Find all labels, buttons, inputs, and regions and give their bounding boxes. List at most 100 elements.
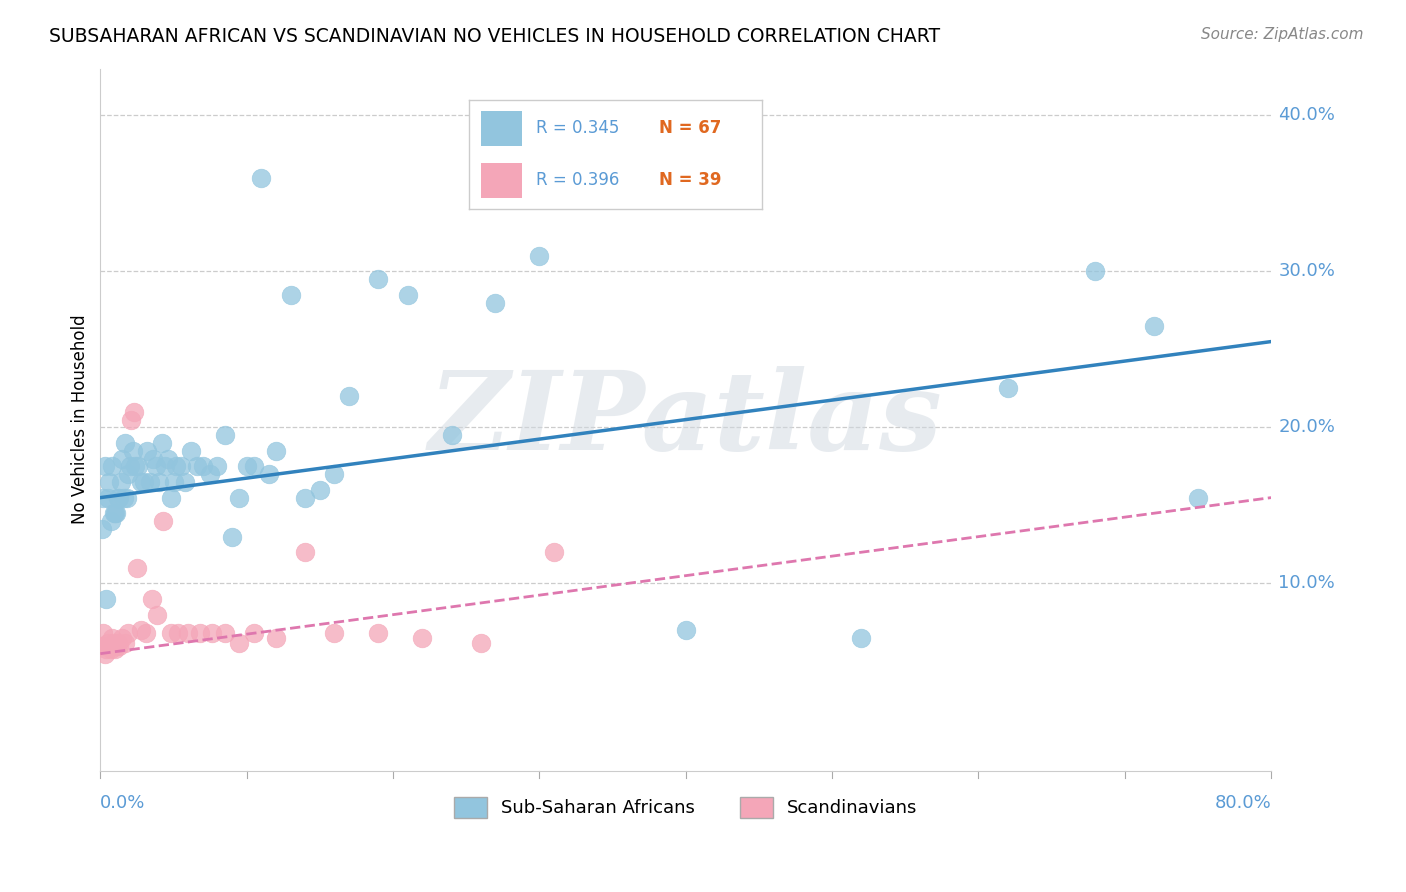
Point: [294, 491, 316, 505]
Point: [148, 475, 170, 489]
Text: 80.0%: 80.0%: [1215, 794, 1271, 812]
Point: [111, 451, 134, 466]
Point: [96, 642, 118, 657]
Point: [115, 491, 138, 505]
Point: [214, 626, 236, 640]
Point: [257, 467, 280, 482]
Point: [1084, 264, 1107, 278]
Point: [100, 642, 122, 657]
Point: [997, 381, 1019, 395]
Point: [675, 624, 697, 638]
Point: [114, 636, 136, 650]
Point: [529, 249, 551, 263]
Point: [131, 624, 153, 638]
Point: [167, 626, 190, 640]
Point: [440, 428, 463, 442]
Point: [103, 506, 125, 520]
Point: [484, 295, 506, 310]
Text: 30.0%: 30.0%: [1278, 262, 1336, 280]
Point: [411, 631, 433, 645]
Point: [323, 467, 346, 482]
Point: [243, 626, 266, 640]
Point: [177, 626, 200, 640]
Point: [136, 443, 159, 458]
Point: [159, 626, 181, 640]
Point: [127, 459, 149, 474]
Point: [150, 436, 173, 450]
Point: [235, 459, 257, 474]
Point: [107, 636, 129, 650]
Point: [101, 631, 124, 645]
Point: [1187, 491, 1209, 505]
Point: [221, 530, 243, 544]
Text: SUBSAHARAN AFRICAN VS SCANDINAVIAN NO VEHICLES IN HOUSEHOLD CORRELATION CHART: SUBSAHARAN AFRICAN VS SCANDINAVIAN NO VE…: [49, 27, 941, 45]
Point: [90, 522, 112, 536]
Point: [156, 451, 179, 466]
Point: [114, 436, 136, 450]
Point: [264, 631, 287, 645]
Point: [188, 626, 211, 640]
Point: [174, 475, 197, 489]
Point: [146, 607, 169, 622]
Point: [264, 443, 287, 458]
Point: [112, 491, 135, 505]
Legend: Sub-Saharan Africans, Scandinavians: Sub-Saharan Africans, Scandinavians: [447, 789, 925, 825]
Point: [101, 459, 124, 474]
Text: 40.0%: 40.0%: [1278, 106, 1336, 124]
Point: [93, 459, 115, 474]
Point: [104, 642, 127, 657]
Point: [214, 428, 236, 442]
Y-axis label: No Vehicles in Household: No Vehicles in Household: [72, 315, 89, 524]
Point: [107, 491, 129, 505]
Point: [91, 491, 114, 505]
Point: [851, 631, 873, 645]
Point: [103, 636, 125, 650]
Point: [159, 491, 181, 505]
Point: [120, 412, 142, 426]
Point: [117, 626, 139, 640]
Point: [97, 636, 120, 650]
Text: 10.0%: 10.0%: [1278, 574, 1336, 592]
Point: [117, 467, 139, 482]
Text: Source: ZipAtlas.com: Source: ZipAtlas.com: [1201, 27, 1364, 42]
Point: [228, 491, 250, 505]
Text: 20.0%: 20.0%: [1278, 418, 1336, 436]
Point: [470, 636, 492, 650]
Point: [280, 287, 302, 301]
Point: [250, 170, 273, 185]
Point: [100, 514, 122, 528]
Point: [170, 459, 193, 474]
Point: [108, 491, 131, 505]
Point: [207, 459, 229, 474]
Point: [367, 626, 389, 640]
Point: [243, 459, 266, 474]
Text: ZIPatlas: ZIPatlas: [429, 366, 942, 474]
Text: 0.0%: 0.0%: [100, 794, 146, 812]
Point: [145, 459, 167, 474]
Point: [186, 459, 208, 474]
Point: [135, 626, 157, 640]
Point: [98, 475, 121, 489]
Point: [139, 475, 162, 489]
Point: [396, 287, 419, 301]
Point: [308, 483, 330, 497]
Point: [108, 639, 131, 653]
Point: [142, 451, 165, 466]
Point: [367, 272, 389, 286]
Point: [1143, 318, 1166, 333]
Point: [122, 405, 145, 419]
Point: [93, 647, 115, 661]
Point: [228, 636, 250, 650]
Point: [124, 459, 146, 474]
Point: [141, 592, 163, 607]
Point: [191, 459, 214, 474]
Point: [165, 459, 187, 474]
Point: [98, 639, 121, 653]
Point: [111, 631, 134, 645]
Point: [104, 506, 127, 520]
Point: [294, 545, 316, 559]
Point: [153, 459, 176, 474]
Point: [90, 639, 112, 653]
Point: [200, 626, 222, 640]
Point: [198, 467, 221, 482]
